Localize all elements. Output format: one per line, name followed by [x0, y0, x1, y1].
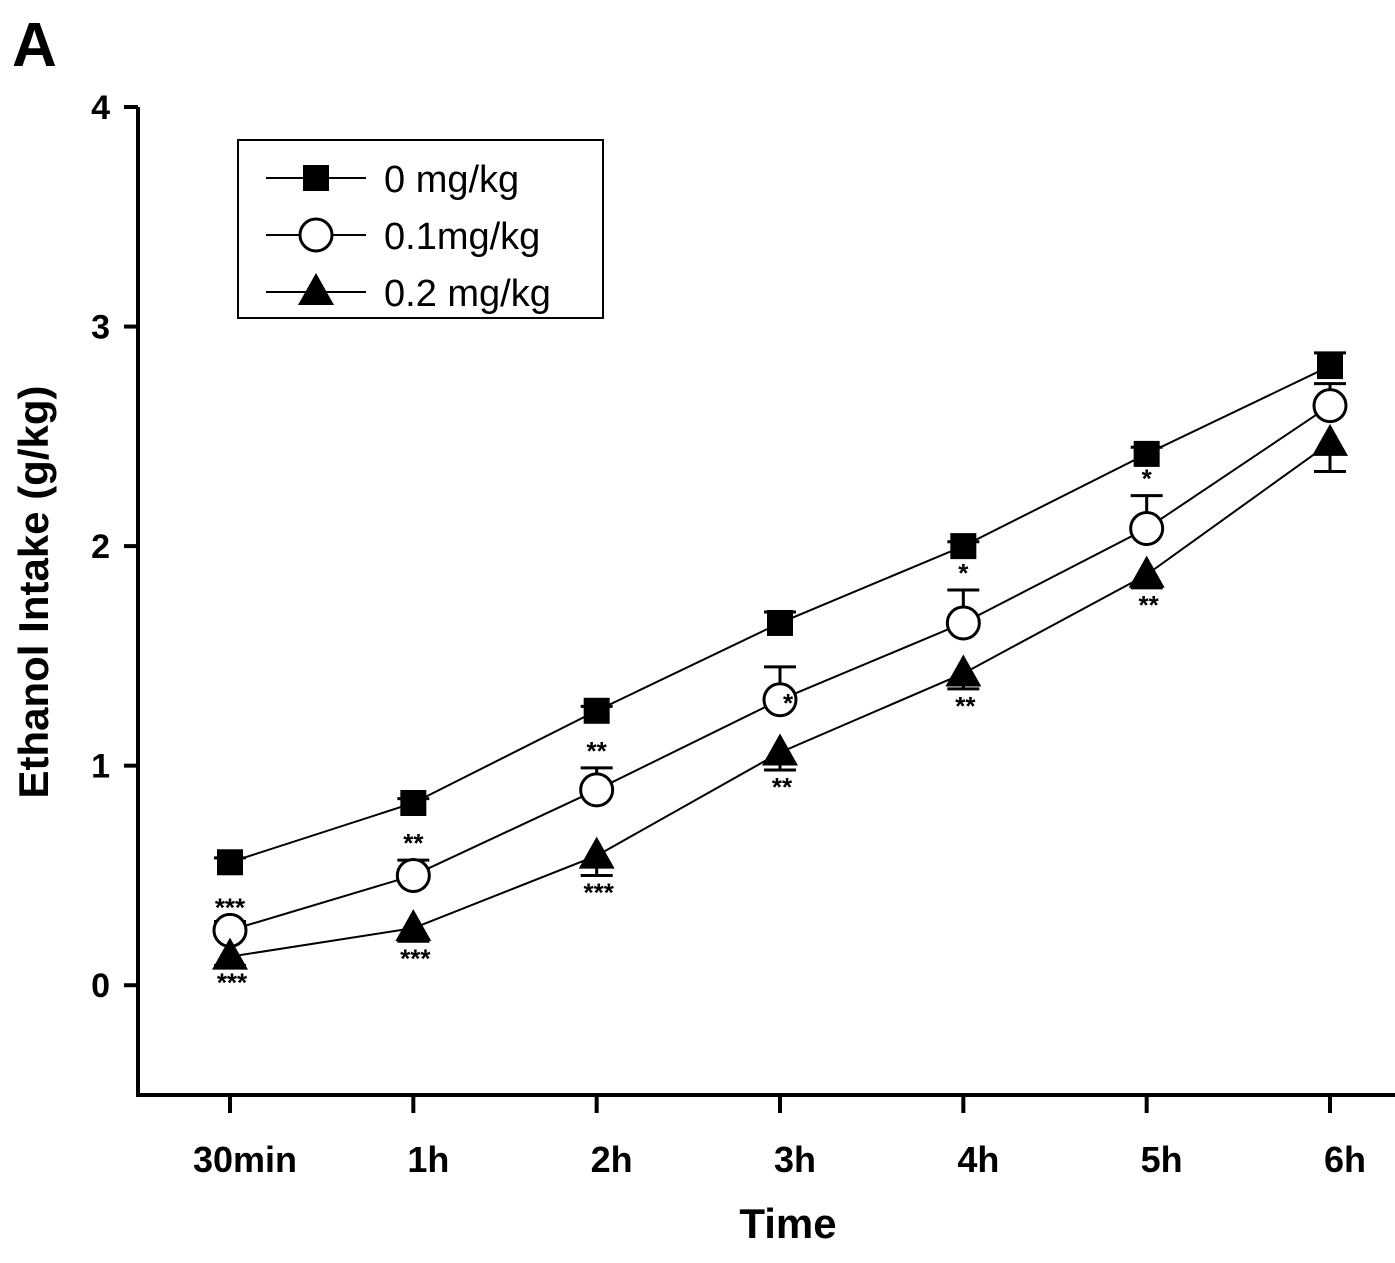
sig-0-2-mg-kg-3: **: [772, 772, 793, 802]
sig-0-1mg-kg-4: *: [958, 558, 969, 588]
marker-0-1mg-kg-1: [395, 857, 431, 893]
sig-0-1mg-kg-3: *: [783, 688, 794, 718]
x-tick-label-30min: 30min: [193, 1139, 297, 1180]
marker-0-2-mg-kg-6: [1312, 423, 1348, 456]
sig-0-2-mg-kg-2: ***: [583, 877, 614, 907]
marker-0-mg-kg-3: [767, 609, 793, 636]
x-tick-label-2h: 2h: [591, 1139, 633, 1180]
axes: 0 1 2 3 4 30min 1h 2h 3h 4h 5h 6h: [91, 89, 1395, 1180]
sig-0-1mg-kg-2: **: [587, 736, 608, 766]
sig-0-1mg-kg-5: *: [1142, 464, 1153, 494]
marker-0-1mg-kg-3: [762, 682, 798, 718]
sig-0-2-mg-kg-4: **: [955, 691, 976, 721]
marker-0-1mg-kg-5: [1129, 511, 1165, 547]
legend-box: [237, 139, 604, 319]
y-tick-label-1: 1: [91, 748, 110, 786]
marker-0-1mg-kg-4: [945, 605, 981, 641]
data-markers: [212, 353, 1348, 970]
x-tick-label-4h: 4h: [957, 1139, 999, 1180]
x-tick-label-3h: 3h: [774, 1139, 816, 1180]
legend-label-0-mg-kg: 0 mg/kg: [384, 159, 519, 201]
sig-0-2-mg-kg-5: **: [1139, 590, 1160, 620]
marker-0-mg-kg-0: [217, 849, 243, 876]
x-axis-title: Time: [739, 1200, 836, 1247]
significance-labels: *************************: [215, 464, 1160, 998]
legend-marker-0-mg-kg: [303, 165, 329, 191]
sig-0-1mg-kg-1: **: [403, 828, 424, 858]
marker-0-1mg-kg-2: [579, 772, 615, 808]
marker-0-2-mg-kg-1: [395, 909, 432, 942]
legend-label-0-2-mg-kg: 0.2 mg/kg: [384, 273, 551, 315]
marker-0-2-mg-kg-2: [578, 836, 615, 869]
legend-marker-0-1mg-kg: [298, 217, 334, 253]
error-bars: [214, 351, 1346, 967]
marker-0-mg-kg-5: [1133, 440, 1160, 467]
x-tick-label-1h: 1h: [407, 1139, 449, 1180]
x-tick-label-5h: 5h: [1141, 1139, 1183, 1180]
y-axis-title: Ethanol Intake (g/kg): [10, 385, 57, 798]
y-tick-label-3: 3: [91, 309, 110, 347]
marker-0-mg-kg-6: [1317, 353, 1343, 380]
sig-0-1mg-kg-0: ***: [215, 892, 246, 922]
panel-label: A: [12, 11, 57, 80]
marker-0-2-mg-kg-3: [762, 733, 798, 766]
series-lines: [229, 365, 1331, 958]
legend: 0 mg/kg 0.1mg/kg 0.2 mg/kg: [237, 139, 604, 319]
marker-0-2-mg-kg-0: [212, 937, 248, 970]
x-tick-label-6h: 6h: [1324, 1139, 1366, 1180]
y-tick-label-0: 0: [91, 967, 110, 1005]
legend-marker-0-2-mg-kg: [298, 273, 334, 305]
marker-0-mg-kg-4: [950, 533, 977, 560]
marker-0-2-mg-kg-4: [945, 654, 982, 687]
sig-0-2-mg-kg-1: ***: [400, 943, 431, 973]
legend-label-0-1mg-kg: 0.1mg/kg: [384, 216, 540, 258]
y-tick-label-4: 4: [91, 89, 110, 127]
marker-0-1mg-kg-6: [1312, 388, 1348, 424]
sig-0-2-mg-kg-0: ***: [217, 967, 248, 997]
marker-0-mg-kg-2: [583, 697, 610, 724]
marker-0-2-mg-kg-5: [1128, 555, 1165, 588]
marker-0-mg-kg-1: [400, 789, 427, 816]
y-tick-label-2: 2: [91, 528, 110, 566]
